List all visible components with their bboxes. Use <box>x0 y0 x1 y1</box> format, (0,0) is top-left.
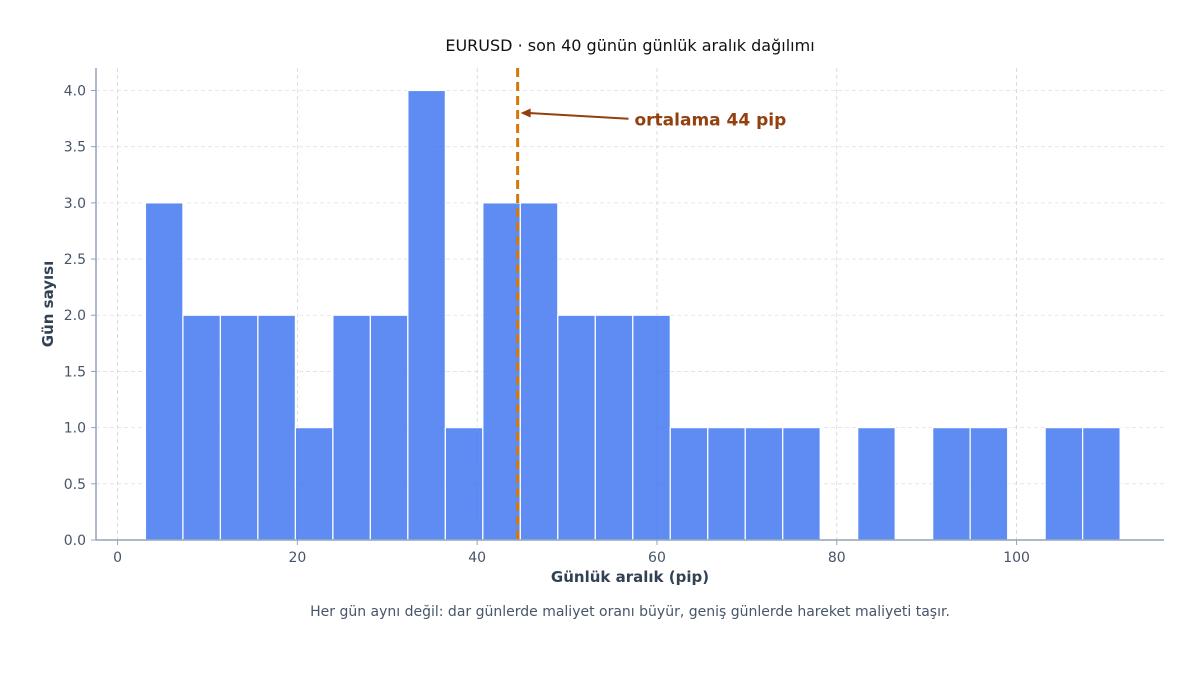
histogram-bar-4 <box>294 427 334 541</box>
chart-title: EURUSD · son 40 günün günlük aralık dağı… <box>445 36 814 55</box>
mean-layer <box>516 68 629 540</box>
y-tick-label-0: 0.0 <box>64 533 86 549</box>
histogram-bar-10 <box>519 202 559 541</box>
histogram-bar-19 <box>857 427 896 541</box>
y-tick-label-8: 4.0 <box>64 83 86 99</box>
y-tick-label-4: 2.0 <box>64 308 86 324</box>
y-tick-label-7: 3.5 <box>64 140 86 156</box>
histogram-bar-16 <box>744 427 784 541</box>
histogram-bar-9 <box>482 202 521 541</box>
histogram-bar-8 <box>444 427 484 541</box>
y-tick-label-1: 0.5 <box>64 477 86 493</box>
chart-caption: Her gün aynı değil: dar günlerde maliyet… <box>310 604 950 620</box>
x-tick-label-2: 40 <box>468 550 486 566</box>
histogram-bar-24 <box>1044 427 1084 541</box>
histogram-bar-0 <box>144 202 184 541</box>
bars-layer <box>144 89 1121 541</box>
annotation-arrow-head <box>520 108 531 118</box>
y-axis-label: Gün sayısı <box>39 261 57 347</box>
histogram-bar-12 <box>594 314 634 541</box>
histogram-bar-25 <box>1082 427 1121 541</box>
histogram-bar-11 <box>557 314 596 541</box>
histogram-bar-14 <box>669 427 709 541</box>
histogram-bar-6 <box>369 314 409 541</box>
histogram-bar-7 <box>407 89 446 541</box>
histogram-bar-17 <box>782 427 821 541</box>
x-tick-label-3: 60 <box>648 550 666 566</box>
y-tick-label-5: 2.5 <box>64 252 86 268</box>
y-tick-label-6: 3.0 <box>64 196 86 212</box>
histogram-bar-2 <box>219 314 259 541</box>
histogram-bar-21 <box>932 427 971 541</box>
x-tick-label-5: 100 <box>1003 550 1030 566</box>
ticks-layer: 0 20 40 60 80 100 0.0 0.5 1.0 1.5 2.0 2.5 3.0 3.5 4.0 <box>64 83 1030 566</box>
y-tick-label-3: 1.5 <box>64 364 86 380</box>
x-axis-label: Günlük aralık (pip) <box>551 568 709 586</box>
histogram-bar-3 <box>257 314 296 541</box>
histogram-bar-15 <box>707 427 746 541</box>
annotation-arrow-line <box>528 111 629 120</box>
histogram-bar-22 <box>969 427 1009 541</box>
x-tick-label-1: 20 <box>288 550 306 566</box>
y-tick-label-2: 1.0 <box>64 421 86 437</box>
x-tick-label-0: 0 <box>113 550 122 566</box>
x-tick-label-4: 80 <box>828 550 846 566</box>
histogram-bar-13 <box>632 314 671 541</box>
histogram-bar-5 <box>332 314 371 541</box>
histogram-bar-1 <box>182 314 222 541</box>
mean-annotation: ortalama 44 pip <box>634 111 786 131</box>
